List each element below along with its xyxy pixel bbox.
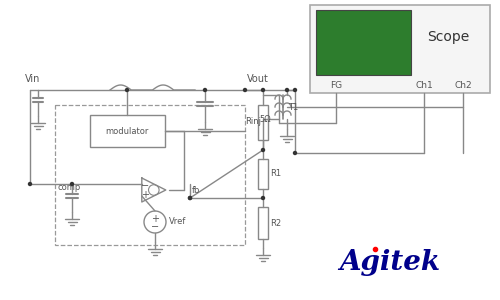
Text: T1: T1 — [288, 103, 298, 112]
Text: 5Ω: 5Ω — [260, 116, 271, 124]
Bar — [316, 10, 411, 75]
Text: comp: comp — [57, 184, 80, 193]
Bar — [258, 159, 268, 189]
Text: Rinj: Rinj — [245, 118, 261, 127]
Text: modulator: modulator — [106, 127, 148, 136]
Circle shape — [188, 196, 192, 200]
Text: Ch1: Ch1 — [415, 80, 433, 89]
Text: +: + — [151, 214, 159, 224]
Text: Agitek: Agitek — [340, 248, 440, 275]
Text: +: + — [141, 190, 149, 200]
Circle shape — [262, 196, 264, 200]
Bar — [90, 115, 165, 147]
Text: FG: FG — [330, 80, 342, 89]
Circle shape — [188, 196, 192, 200]
Text: R1: R1 — [270, 169, 281, 178]
Circle shape — [262, 148, 264, 152]
Circle shape — [28, 182, 32, 185]
Circle shape — [294, 152, 296, 154]
Text: Vin: Vin — [25, 74, 40, 84]
Circle shape — [294, 88, 296, 92]
Text: Scope: Scope — [427, 30, 469, 44]
Bar — [55, 105, 245, 245]
Circle shape — [286, 88, 288, 92]
Circle shape — [204, 88, 206, 92]
Circle shape — [126, 88, 128, 92]
Circle shape — [244, 88, 246, 92]
Text: Vref: Vref — [169, 218, 186, 226]
Text: R2: R2 — [270, 218, 281, 227]
Text: −: − — [141, 181, 149, 191]
Text: fb: fb — [192, 186, 200, 195]
Bar — [258, 105, 268, 140]
Bar — [310, 5, 490, 93]
Bar — [258, 207, 268, 239]
Circle shape — [70, 182, 74, 185]
Text: −: − — [151, 222, 159, 232]
Text: Ch2: Ch2 — [454, 80, 472, 89]
Text: Vout: Vout — [247, 74, 269, 84]
Circle shape — [262, 88, 264, 92]
